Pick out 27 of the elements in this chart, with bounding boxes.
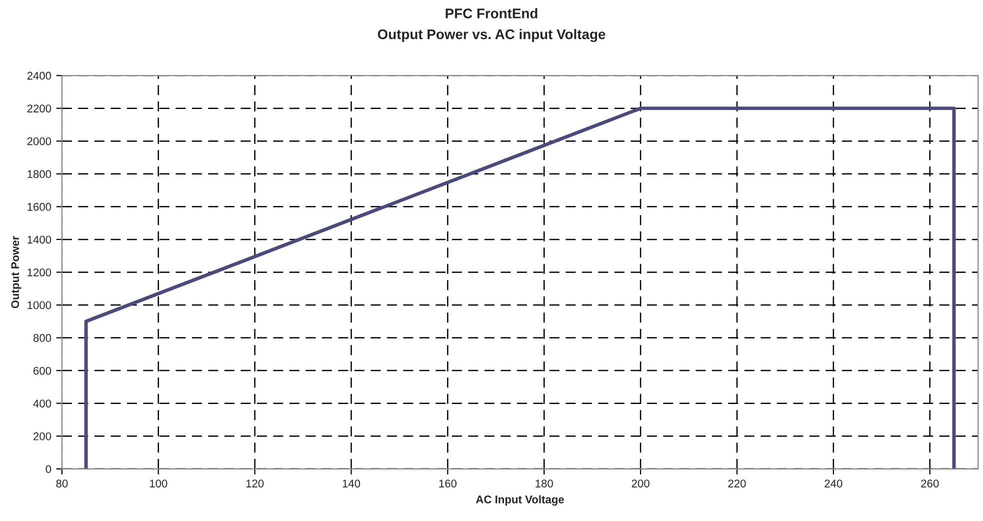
- x-tick-label: 100: [150, 480, 168, 488]
- x-tick-label: 240: [824, 480, 842, 488]
- x-tick-label: 120: [246, 480, 264, 488]
- y-tick-label: 400: [33, 400, 52, 408]
- x-axis-title: AC Input Voltage: [476, 495, 564, 506]
- y-axis-title: Output Power: [11, 236, 22, 308]
- x-tick-label: 80: [56, 480, 68, 488]
- y-tick-label: 0: [46, 465, 52, 474]
- x-tick-label: 260: [921, 480, 939, 488]
- y-tick-label: 1400: [28, 236, 52, 244]
- y-tick-label: 2000: [27, 137, 52, 146]
- y-tick-label: 1800: [28, 170, 52, 178]
- y-tick-label: 2400: [27, 72, 52, 80]
- y-tick-label: 1600: [28, 202, 52, 211]
- y-tick-label: 800: [33, 334, 52, 342]
- x-tick-label: 140: [342, 480, 360, 488]
- chart-title: PFC FrontEnd: [446, 8, 538, 18]
- x-tick-label: 160: [439, 480, 457, 488]
- y-tick-label: 2200: [27, 104, 52, 112]
- y-tick-label: 600: [34, 366, 52, 375]
- x-tick-label: 200: [632, 480, 650, 488]
- y-tick-label: 1200: [28, 268, 52, 276]
- x-tick-label: 180: [536, 480, 553, 488]
- x-tick-label: 220: [728, 480, 746, 488]
- chart-subtitle: Output Power vs. AC input Voltage: [378, 29, 606, 42]
- y-tick-label: 1000: [28, 301, 52, 310]
- y-tick-label: 200: [34, 432, 52, 440]
